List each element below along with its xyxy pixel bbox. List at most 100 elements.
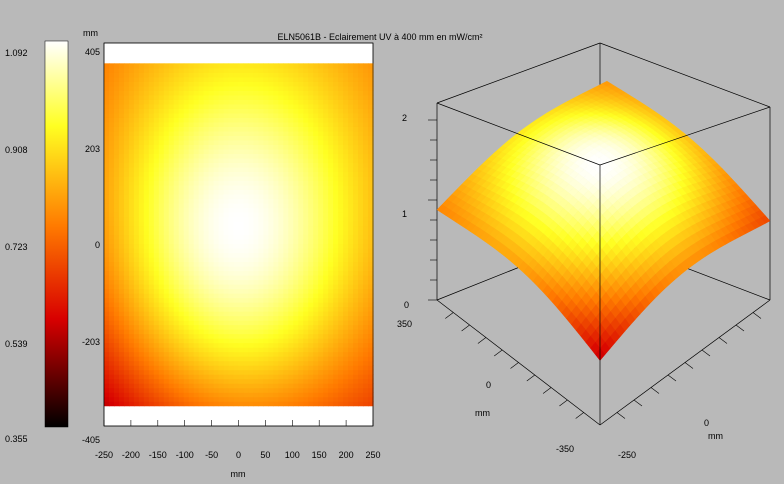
heatmap-cell [263, 166, 269, 173]
heatmap-cell [148, 387, 155, 393]
heatmap-cell [233, 90, 240, 96]
heatmap-cell [108, 239, 115, 245]
heatmap-cell [198, 356, 205, 362]
heatmap-cell [348, 225, 354, 231]
heatmap-cell [128, 144, 135, 150]
heatmap-cell [368, 261, 374, 267]
heatmap-cell [253, 284, 260, 290]
heatmap-cell [368, 275, 374, 281]
heatmap-cell [228, 67, 235, 73]
heatmap-cell [203, 351, 210, 357]
heatmap-cell [148, 130, 155, 136]
heatmap-cell [143, 193, 150, 200]
heatmap-cell [303, 356, 309, 362]
heatmap-cell [218, 108, 225, 114]
heatmap-cell [228, 139, 235, 146]
heatmap-cell [248, 257, 255, 263]
heatmap-cell [283, 220, 289, 227]
heatmap-cell [333, 166, 339, 173]
heatmap-cell [273, 193, 279, 200]
heatmap-cell [278, 342, 284, 348]
heatmap-cell [268, 144, 274, 150]
heatmap-cell [333, 225, 339, 231]
heatmap-cell [104, 383, 110, 389]
heatmap-cell [353, 90, 359, 96]
heatmap-cell [303, 193, 309, 200]
heatmap-cell [108, 157, 115, 164]
heatmap-cell [248, 162, 255, 168]
heatmap-cell [323, 108, 329, 114]
heatmap-cell [218, 81, 225, 87]
heatmap-cell [213, 108, 220, 114]
heatmap-cell [153, 211, 160, 218]
heatmap-cell [258, 261, 265, 267]
heatmap-cell [143, 329, 150, 335]
heatmap-cell [313, 401, 319, 407]
heatmap-cell [298, 239, 304, 245]
heatmap-cell [288, 396, 294, 402]
heatmap-cell [168, 63, 175, 69]
heatmap-cell [353, 320, 359, 326]
heatmap-cell [104, 94, 110, 100]
heatmap-cell [123, 230, 130, 236]
heatmap-cell [343, 202, 349, 209]
heatmap-cell [178, 365, 185, 371]
heatmap-cell [133, 338, 140, 344]
heatmap-cell [348, 144, 354, 150]
heatmap-cell [293, 85, 299, 91]
heatmap-cell [328, 342, 334, 348]
heatmap-cell [223, 207, 230, 213]
heatmap-cell [108, 261, 115, 267]
heatmap-cell [133, 261, 140, 267]
heatmap-cell [123, 270, 130, 276]
heatmap-cell [233, 243, 240, 249]
heatmap-cell [188, 81, 195, 87]
heatmap-cell [218, 180, 225, 186]
heatmap-cell [283, 392, 289, 398]
heatmap-cell [253, 166, 260, 173]
heatmap-cell [328, 401, 334, 407]
heatmap-cell [268, 171, 274, 177]
heatmap-cell [248, 266, 255, 272]
heatmap-cell [108, 216, 115, 222]
heatmap-cell [298, 338, 304, 344]
heatmap-cell [298, 117, 304, 123]
heatmap-cell [228, 360, 235, 366]
heatmap-cell [188, 257, 195, 263]
heatmap-cell [293, 67, 299, 73]
heatmap-cell [308, 126, 314, 132]
heatmap-cell [248, 284, 255, 290]
heatmap-cell [253, 72, 260, 78]
heatmap-cell [333, 306, 339, 312]
heatmap-cell [153, 126, 160, 132]
heatmap-cell [338, 220, 344, 227]
heatmap-cell [198, 270, 205, 276]
heatmap-cell [283, 162, 289, 168]
heatmap-cell [343, 243, 349, 249]
heatmap-cell [168, 193, 175, 200]
heatmap-cell [338, 130, 344, 136]
heatmap-cell [328, 121, 334, 127]
heatmap-cell [143, 302, 150, 308]
heatmap-cell [288, 347, 294, 353]
heatmap-cell [168, 365, 175, 371]
heatmap-cell [163, 378, 170, 384]
heatmap-cell [308, 356, 314, 362]
heatmap-cell [283, 63, 289, 69]
heatmap-cell [148, 383, 155, 389]
heatmap-cell [168, 324, 175, 330]
heatmap-cell [278, 392, 284, 398]
heatmap-cell [343, 130, 349, 136]
heatmap-cell [183, 261, 190, 267]
heatmap-cell [233, 261, 240, 267]
heatmap-cell [208, 139, 215, 146]
heatmap-cell [358, 401, 364, 407]
heatmap-cell [218, 365, 225, 371]
heatmap-cell [293, 378, 299, 384]
heatmap-cell [178, 139, 185, 146]
heatmap-cell [288, 324, 294, 330]
heatmap-cell [233, 324, 240, 330]
heatmap-cell [183, 347, 190, 353]
heatmap-cell [278, 94, 284, 100]
heatmap-cell [283, 396, 289, 402]
